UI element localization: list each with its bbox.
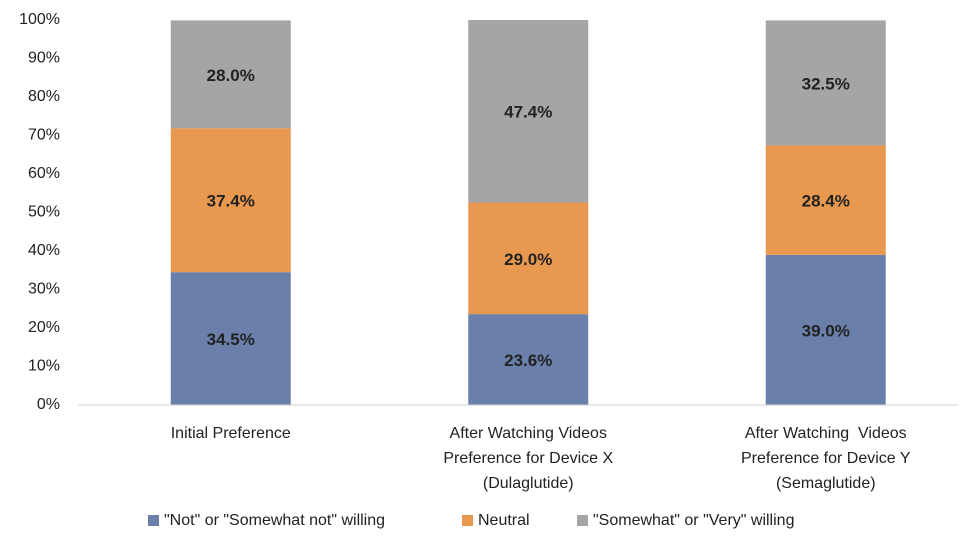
y-tick-label: 10% [28, 358, 60, 375]
legend-label: Neutral [478, 512, 530, 529]
x-tick-label: After Watching Videos [745, 425, 907, 442]
bar-segment [170, 128, 291, 273]
data-label: 34.5% [207, 330, 255, 349]
legend-swatch [462, 515, 473, 526]
x-tick-label: (Semaglutide) [776, 475, 876, 492]
y-tick-label: 90% [28, 50, 60, 67]
bar-segment [170, 272, 291, 405]
y-tick-label: 80% [28, 88, 60, 105]
legend-swatch [577, 515, 588, 526]
x-tick-label: After Watching Videos [450, 425, 607, 442]
data-label: 47.4% [504, 103, 552, 122]
bar-segment [765, 254, 886, 405]
data-label: 39.0% [802, 321, 850, 340]
data-label: 37.4% [207, 192, 255, 211]
y-tick-label: 0% [37, 396, 60, 413]
bar-segment [468, 20, 589, 203]
legend-swatch [148, 515, 159, 526]
y-tick-label: 30% [28, 281, 60, 298]
bar-segment [765, 145, 886, 255]
y-tick-label: 60% [28, 165, 60, 182]
legend-label: "Not" or "Somewhat not" willing [164, 512, 385, 529]
bar-segment [468, 314, 589, 405]
data-label: 29.0% [504, 250, 552, 269]
legend-label: "Somewhat" or "Very" willing [593, 512, 794, 529]
data-label: 32.5% [802, 74, 850, 93]
data-label: 28.0% [207, 66, 255, 85]
y-tick-label: 20% [28, 319, 60, 336]
y-tick-label: 50% [28, 204, 60, 221]
x-tick-label: Initial Preference [171, 425, 291, 442]
data-label: 28.4% [802, 192, 850, 211]
x-tick-label: Preference for Device Y [741, 450, 911, 467]
y-tick-label: 40% [28, 242, 60, 259]
x-tick-label: (Dulaglutide) [483, 475, 574, 492]
bar-segment [170, 20, 291, 129]
bar-segment [468, 202, 589, 315]
x-tick-label: Preference for Device X [443, 450, 613, 467]
y-tick-label: 100% [19, 11, 60, 28]
bar-segment [765, 20, 886, 146]
data-label: 23.6% [504, 351, 552, 370]
y-tick-label: 70% [28, 127, 60, 144]
